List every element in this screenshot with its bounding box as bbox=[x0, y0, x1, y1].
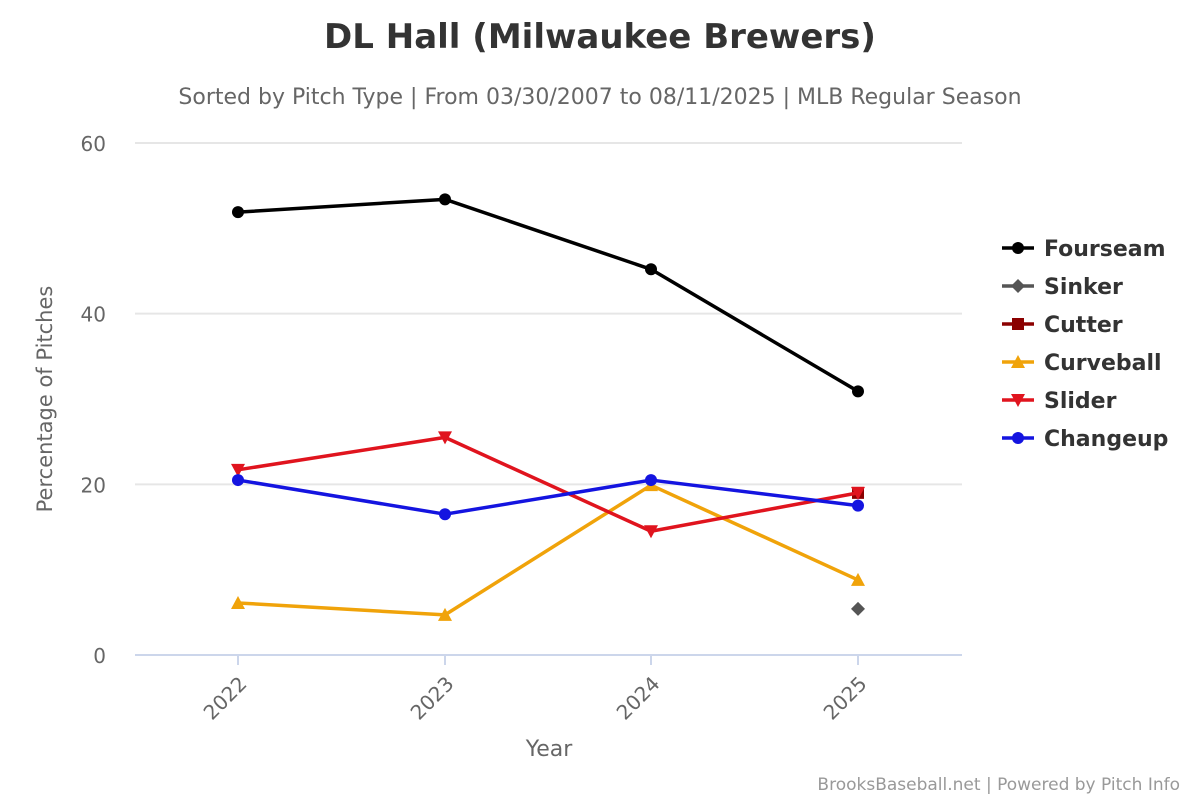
legend-item-slider: Slider bbox=[1044, 389, 1117, 414]
legend-marker-slider bbox=[1011, 394, 1025, 407]
data-point-changeup bbox=[232, 474, 244, 487]
data-point-curveball bbox=[851, 572, 865, 586]
data-point-slider bbox=[644, 525, 658, 539]
data-point-slider bbox=[851, 486, 865, 500]
y-tick-label: 40 bbox=[81, 303, 106, 327]
data-point-changeup bbox=[439, 508, 451, 521]
data-point-changeup bbox=[852, 499, 864, 512]
data-point-curveball bbox=[438, 607, 452, 621]
legend-item-sinker: Sinker bbox=[1044, 275, 1123, 300]
legend-item-changeup: Changeup bbox=[1044, 427, 1168, 452]
y-tick-label: 60 bbox=[81, 132, 106, 156]
x-axis-title: Year bbox=[525, 737, 574, 762]
data-point-fourseam bbox=[232, 206, 244, 219]
x-tick-label: 2022 bbox=[199, 672, 252, 725]
legend-item-fourseam: Fourseam bbox=[1044, 237, 1166, 262]
data-point-slider bbox=[231, 463, 245, 477]
legend-item-curveball: Curveball bbox=[1044, 351, 1162, 376]
series-line-curveball bbox=[237, 483, 859, 617]
legend-marker-fourseam bbox=[1012, 242, 1024, 254]
x-tick-label: 2023 bbox=[406, 672, 459, 725]
credit-text: BrooksBaseball.net | Powered by Pitch In… bbox=[817, 775, 1180, 795]
chart-subtitle: Sorted by Pitch Type | From 03/30/2007 t… bbox=[178, 85, 1021, 110]
data-point-changeup bbox=[645, 474, 657, 487]
series-line-slider bbox=[237, 435, 859, 534]
legend-item-cutter: Cutter bbox=[1044, 313, 1123, 338]
x-tick-label: 2024 bbox=[612, 672, 665, 725]
data-point-slider bbox=[438, 431, 452, 445]
y-tick-label: 20 bbox=[81, 473, 106, 497]
legend-marker-sinker bbox=[1011, 279, 1025, 293]
series-line-changeup bbox=[237, 478, 859, 516]
legend-marker-curveball bbox=[1011, 355, 1025, 368]
y-axis-title: Percentage of Pitches bbox=[33, 286, 57, 513]
data-point-fourseam bbox=[852, 385, 864, 398]
chart-title: DL Hall (Milwaukee Brewers) bbox=[324, 17, 876, 57]
data-point-sinker bbox=[851, 601, 865, 616]
x-tick-label: 2025 bbox=[819, 672, 872, 725]
data-point-fourseam bbox=[439, 193, 451, 206]
legend-marker-cutter bbox=[1012, 318, 1024, 330]
y-tick-label: 0 bbox=[93, 644, 106, 668]
legend-marker-changeup bbox=[1012, 432, 1024, 444]
data-point-curveball bbox=[231, 595, 245, 609]
data-point-fourseam bbox=[645, 263, 657, 276]
series-line-fourseam bbox=[237, 197, 859, 393]
